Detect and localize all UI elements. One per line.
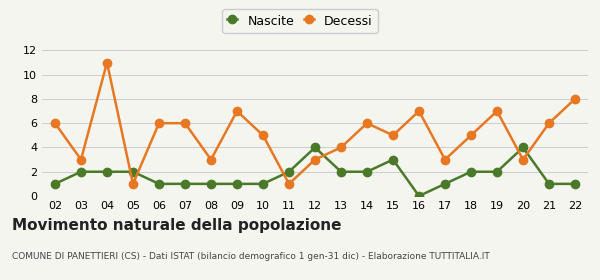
- Decessi: [52, 122, 59, 125]
- Decessi: [155, 122, 163, 125]
- Nascite: [208, 182, 215, 186]
- Nascite: [311, 146, 319, 149]
- Nascite: [181, 182, 188, 186]
- Decessi: [77, 158, 85, 161]
- Decessi: [233, 109, 241, 113]
- Nascite: [571, 182, 578, 186]
- Decessi: [208, 158, 215, 161]
- Decessi: [364, 122, 371, 125]
- Nascite: [52, 182, 59, 186]
- Nascite: [286, 170, 293, 173]
- Nascite: [415, 194, 422, 198]
- Nascite: [493, 170, 500, 173]
- Nascite: [520, 146, 527, 149]
- Decessi: [415, 109, 422, 113]
- Nascite: [467, 170, 475, 173]
- Decessi: [311, 158, 319, 161]
- Line: Decessi: Decessi: [51, 58, 579, 188]
- Nascite: [337, 170, 344, 173]
- Decessi: [181, 122, 188, 125]
- Decessi: [259, 134, 266, 137]
- Decessi: [493, 109, 500, 113]
- Decessi: [545, 122, 553, 125]
- Nascite: [364, 170, 371, 173]
- Nascite: [77, 170, 85, 173]
- Nascite: [442, 182, 449, 186]
- Nascite: [259, 182, 266, 186]
- Nascite: [155, 182, 163, 186]
- Nascite: [103, 170, 110, 173]
- Line: Nascite: Nascite: [51, 143, 579, 200]
- Text: COMUNE DI PANETTIERI (CS) - Dati ISTAT (bilancio demografico 1 gen-31 dic) - Ela: COMUNE DI PANETTIERI (CS) - Dati ISTAT (…: [12, 252, 490, 261]
- Decessi: [103, 61, 110, 64]
- Nascite: [545, 182, 553, 186]
- Nascite: [389, 158, 397, 161]
- Nascite: [130, 170, 137, 173]
- Decessi: [520, 158, 527, 161]
- Decessi: [571, 97, 578, 101]
- Decessi: [286, 182, 293, 186]
- Nascite: [233, 182, 241, 186]
- Decessi: [389, 134, 397, 137]
- Legend: Nascite, Decessi: Nascite, Decessi: [223, 9, 377, 33]
- Decessi: [337, 146, 344, 149]
- Decessi: [467, 134, 475, 137]
- Decessi: [442, 158, 449, 161]
- Decessi: [130, 182, 137, 186]
- Text: Movimento naturale della popolazione: Movimento naturale della popolazione: [12, 218, 341, 234]
